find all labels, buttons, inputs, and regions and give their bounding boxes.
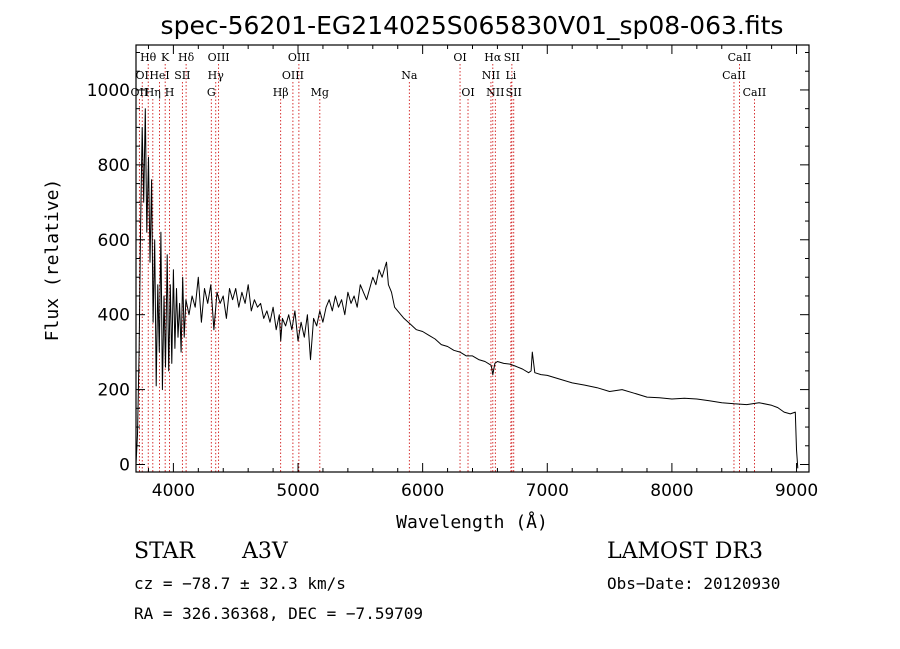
y-axis: 0 200 400 600 800 1000 xyxy=(87,51,809,476)
x-tick-label-3: 7000 xyxy=(526,481,569,501)
line-label-19: NII xyxy=(482,69,500,82)
chart-title: spec-56201-EG214025S065830V01_sp08-063.f… xyxy=(161,11,784,40)
line-label-17: OI xyxy=(453,51,466,64)
spectrum-series xyxy=(135,108,799,469)
line-label-10: Hγ xyxy=(208,69,225,82)
line-label-22: Li xyxy=(505,69,516,82)
line-label-21: NII xyxy=(486,86,504,99)
line-label-18: OI xyxy=(461,86,474,99)
x-tick-label-2: 6000 xyxy=(401,481,444,501)
obs-date: Obs−Date: 20120930 xyxy=(607,574,781,593)
line-label-12: Hβ xyxy=(273,86,289,99)
x-tick-label-4: 8000 xyxy=(650,481,693,501)
line-label-3: Hη xyxy=(145,86,161,99)
line-label-5: K xyxy=(161,51,170,64)
line-label-8: Hδ xyxy=(178,51,195,64)
line-label-23: SII xyxy=(504,51,520,64)
line-label-14: OIII xyxy=(288,51,310,64)
line-label-25: CaII xyxy=(722,69,746,82)
line-markers xyxy=(138,64,755,472)
line-label-1: OI xyxy=(136,69,149,82)
line-label-11: OIII xyxy=(208,51,230,64)
y-tick-label-4: 800 xyxy=(98,156,130,176)
line-label-13: OIII xyxy=(282,69,304,82)
line-label-2: Hθ xyxy=(140,51,157,64)
line-label-26: CaII xyxy=(728,51,752,64)
line-label-4: HeI xyxy=(149,69,169,82)
line-label-24: SII xyxy=(506,86,522,99)
line-label-9: G xyxy=(207,86,216,99)
line-label-20: Hα xyxy=(484,51,502,64)
line-label-27: CaII xyxy=(743,86,767,99)
line-label-16: Na xyxy=(401,69,418,82)
line-label-0: OII xyxy=(131,86,149,99)
x-tick-label-5: 9000 xyxy=(775,481,818,501)
x-tick-label-1: 5000 xyxy=(276,481,319,501)
y-tick-label-3: 600 xyxy=(98,231,130,251)
plot-frame xyxy=(135,44,810,473)
y-tick-label-1: 200 xyxy=(98,381,130,401)
x-axis-label: Wavelength (Å) xyxy=(396,511,548,533)
redshift-text: cz = −78.7 ± 32.3 km/s xyxy=(134,574,346,593)
y-tick-label-5: 1000 xyxy=(87,81,130,101)
line-label-7: SII xyxy=(174,69,190,82)
coordinates: RA = 326.36368, DEC = −7.59709 xyxy=(134,604,423,623)
y-tick-label-2: 400 xyxy=(98,306,130,326)
object-class: STAR xyxy=(134,539,195,564)
line-labels: OII OI Hθ Hη HeI K H SII Hδ G Hγ OIII Hβ OIII OIII Mg Na… xyxy=(131,51,767,99)
survey-name: LAMOST DR3 xyxy=(607,539,763,564)
object-subclass: A3V xyxy=(242,539,288,564)
line-label-6: H xyxy=(165,86,175,99)
x-tick-label-0: 4000 xyxy=(152,481,195,501)
line-label-15: Mg xyxy=(311,86,329,99)
y-axis-label: Flux (relative) xyxy=(42,179,63,342)
y-tick-label-0: 0 xyxy=(119,456,130,476)
spectrum-line xyxy=(135,108,799,469)
x-axis: 4000 5000 6000 7000 8000 9000 xyxy=(147,45,818,501)
